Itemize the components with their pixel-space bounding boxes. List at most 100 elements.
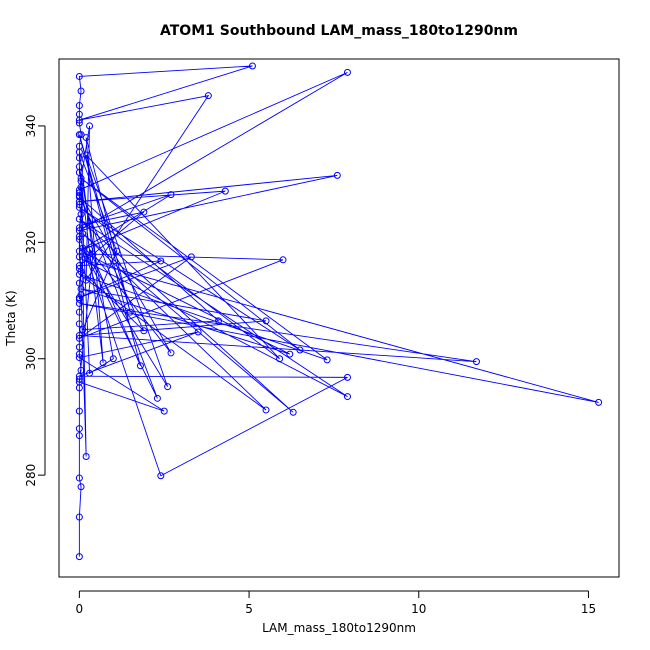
data-point — [164, 383, 172, 391]
data-series — [75, 62, 603, 561]
data-point — [276, 355, 284, 363]
data-point — [77, 483, 85, 491]
y-tick-label: 340 — [24, 114, 38, 137]
data-point — [75, 354, 83, 362]
data-point — [75, 432, 83, 440]
data-point — [333, 171, 341, 179]
y-axis-label: Theta (K) — [4, 290, 18, 346]
data-point — [75, 233, 83, 241]
data-point — [343, 373, 351, 381]
x-tick-label: 5 — [245, 602, 253, 616]
data-point — [279, 256, 287, 264]
data-point — [75, 334, 83, 342]
data-point — [296, 346, 304, 354]
y-tick-label: 280 — [24, 464, 38, 487]
data-point — [75, 378, 83, 386]
data-point — [75, 375, 83, 383]
data-point — [77, 210, 85, 218]
y-tick-label: 320 — [24, 231, 38, 254]
data-point — [86, 122, 94, 130]
data-point — [82, 276, 90, 284]
data-point — [79, 256, 87, 264]
data-point — [167, 191, 175, 199]
data-point — [82, 151, 90, 159]
data-point — [204, 92, 212, 100]
data-point — [140, 327, 148, 335]
data-point — [75, 203, 83, 211]
data-point — [77, 87, 85, 95]
data-point — [595, 398, 603, 406]
chart-title: ATOM1 Southbound LAM_mass_180to1290nm — [160, 23, 518, 39]
data-point — [75, 553, 83, 561]
x-axis: 0 5 10 15 — [76, 590, 596, 616]
data-point — [343, 393, 351, 401]
data-point — [75, 474, 83, 482]
data-point — [75, 235, 83, 243]
x-tick-label: 10 — [411, 602, 426, 616]
data-point — [126, 308, 134, 316]
data-point — [136, 362, 144, 370]
plot-frame — [58, 58, 620, 578]
data-point — [75, 320, 83, 328]
data-point — [262, 406, 270, 414]
data-point — [157, 257, 165, 265]
data-point — [262, 317, 270, 325]
x-tick-label: 15 — [581, 602, 596, 616]
data-point — [79, 221, 87, 229]
data-point — [75, 148, 83, 156]
data-point — [75, 265, 83, 273]
data-point — [79, 244, 87, 252]
data-point — [86, 245, 94, 253]
data-point — [75, 72, 83, 80]
data-point — [75, 308, 83, 316]
data-point — [167, 349, 175, 357]
data-point — [286, 350, 294, 358]
data-point — [75, 299, 83, 307]
x-tick-label: 0 — [76, 602, 84, 616]
data-point — [82, 453, 90, 461]
data-point — [77, 285, 85, 293]
data-point — [75, 201, 83, 209]
data-point — [323, 356, 331, 364]
data-point — [109, 355, 117, 363]
data-point — [160, 407, 168, 415]
data-point — [75, 331, 83, 339]
data-point — [82, 134, 90, 142]
data-point — [75, 119, 83, 127]
data-point — [89, 250, 97, 258]
data-point — [472, 358, 480, 366]
data-point — [79, 326, 87, 334]
series-line — [78, 65, 599, 557]
data-point — [77, 183, 85, 191]
data-point — [77, 174, 85, 182]
data-point — [194, 328, 202, 336]
data-point — [215, 317, 223, 325]
data-point — [75, 343, 83, 351]
data-point — [75, 513, 83, 521]
data-point — [75, 116, 83, 124]
data-point — [75, 350, 83, 358]
data-point — [113, 247, 121, 255]
data-point — [99, 359, 107, 367]
data-point — [75, 407, 83, 415]
data-point — [187, 253, 195, 261]
data-point — [75, 193, 83, 201]
data-point — [248, 62, 256, 70]
data-point — [153, 394, 161, 402]
data-point — [75, 163, 83, 171]
data-point — [75, 131, 83, 139]
data-point — [289, 408, 297, 416]
data-point — [343, 68, 351, 76]
data-point — [75, 215, 83, 223]
y-axis: 280 300 320 340 — [24, 114, 46, 487]
data-point — [75, 262, 83, 270]
y-tick-label: 300 — [24, 347, 38, 370]
data-point — [86, 369, 94, 377]
x-axis-label: LAM_mass_180to1290nm — [262, 621, 416, 635]
data-point — [140, 208, 148, 216]
data-point — [221, 187, 229, 195]
data-point — [157, 472, 165, 480]
data-point — [75, 425, 83, 433]
data-point — [82, 250, 90, 258]
